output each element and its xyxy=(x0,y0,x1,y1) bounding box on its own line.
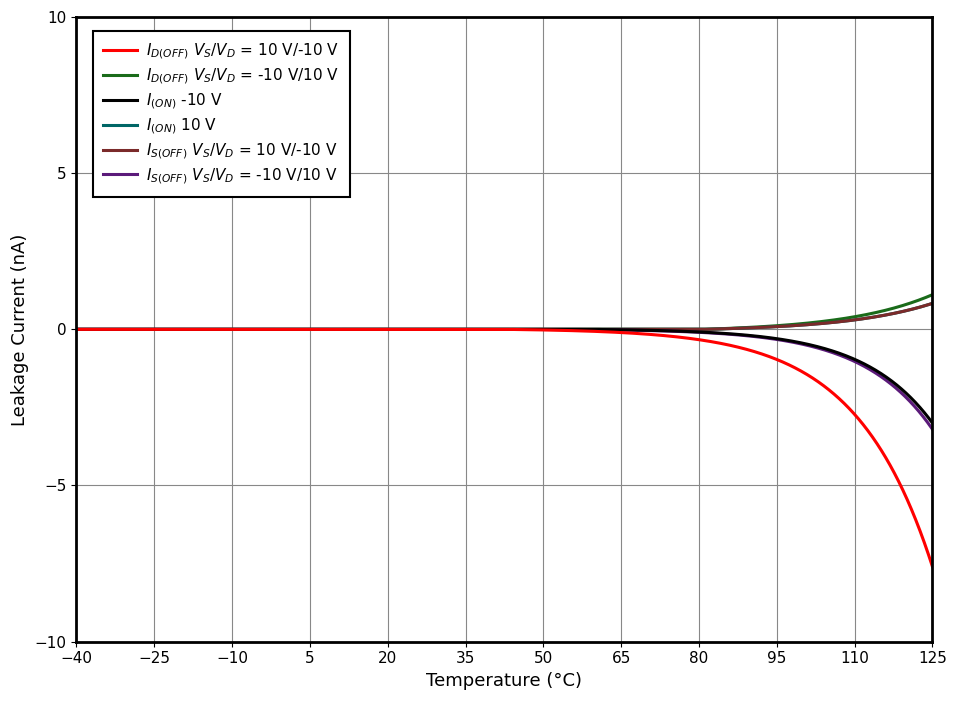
X-axis label: Temperature (°C): Temperature (°C) xyxy=(426,672,582,690)
Legend: $I_{D(OFF)}$ $V_S/V_D$ = 10 V/-10 V, $I_{D(OFF)}$ $V_S/V_D$ = -10 V/10 V, $I_{(O: $I_{D(OFF)}$ $V_S/V_D$ = 10 V/-10 V, $I_… xyxy=(93,31,350,197)
Y-axis label: Leakage Current (nA): Leakage Current (nA) xyxy=(11,233,29,426)
